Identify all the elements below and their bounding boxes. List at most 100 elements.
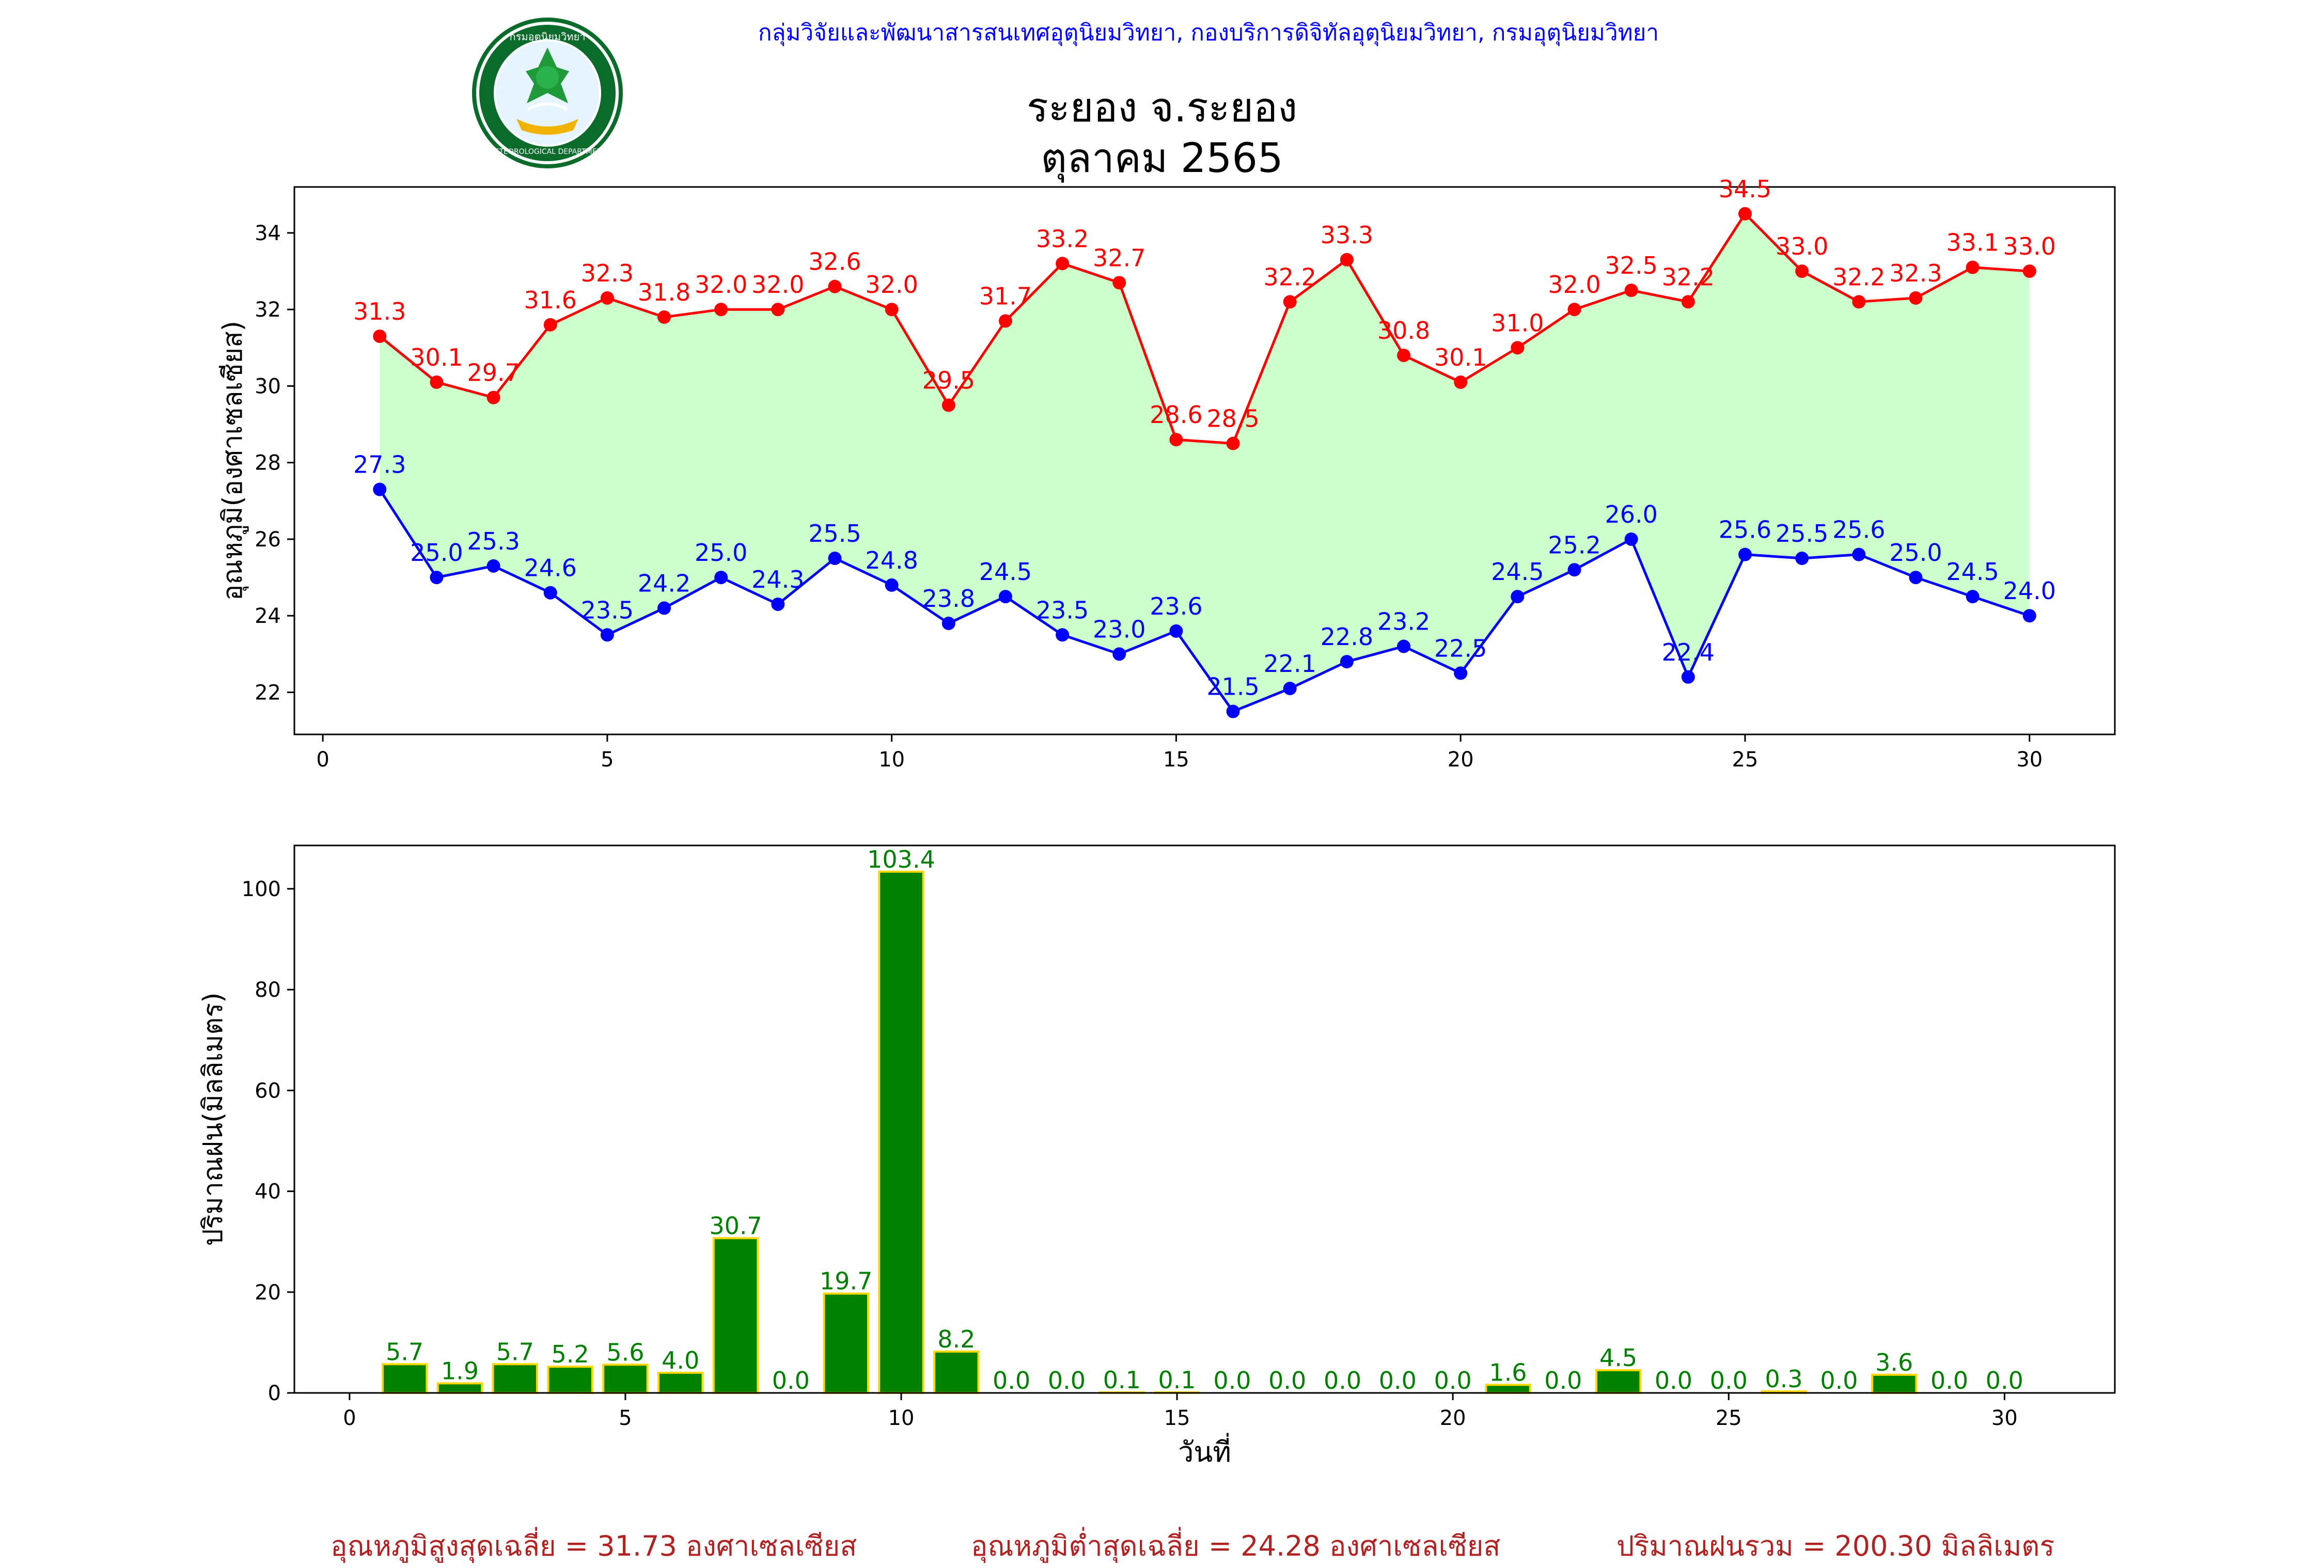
min-temperature-point <box>1169 624 1183 638</box>
max-temperature-label: 32.7 <box>1093 244 1145 272</box>
max-temperature-label: 33.0 <box>2003 232 2056 260</box>
rain-bar-label: 0.0 <box>1710 1367 1748 1394</box>
footer-rain-total: ปริมาณฝนรวม = 200.30 มิลลิเมตร <box>1616 1530 2055 1562</box>
rain-bar-label: 0.1 <box>1103 1366 1141 1394</box>
logo-text-bottom: METEOROLOGICAL DEPARTMENT <box>489 148 607 156</box>
max-temperature-point <box>1852 295 1866 309</box>
rain-y-tick-label: 80 <box>255 978 281 1002</box>
rain-bar-label: 0.3 <box>1765 1365 1803 1393</box>
temperature-range-fill <box>380 213 2030 712</box>
min-temperature-label: 23.6 <box>1150 592 1202 620</box>
temp-x-tick-label: 10 <box>878 748 905 772</box>
rain-y-tick-label: 40 <box>255 1180 281 1204</box>
max-temperature-point <box>1624 284 1638 297</box>
rain-x-tick-label: 15 <box>1164 1406 1190 1430</box>
temp-y-tick-label: 34 <box>255 222 281 245</box>
min-temperature-point <box>1738 547 1752 561</box>
min-temperature-point <box>941 617 955 631</box>
footer-max-average: อุณหภูมิสูงสุดเฉลี่ย = 31.73 องศาเซลเซีย… <box>331 1530 857 1562</box>
min-temperature-label: 25.5 <box>808 520 861 547</box>
max-temperature-label: 34.5 <box>1719 175 1771 203</box>
min-temperature-point <box>1112 647 1126 661</box>
min-temperature-point <box>1681 670 1695 684</box>
rain-bar-label: 1.6 <box>1489 1358 1527 1386</box>
temp-x-tick-label: 15 <box>1163 748 1189 772</box>
max-temperature-label: 32.0 <box>751 271 804 299</box>
max-temperature-point <box>714 303 728 317</box>
rain-bar <box>933 1350 980 1394</box>
rain-x-tick-label: 20 <box>1440 1406 1466 1430</box>
page-title: ระยอง จ.ระยอง ตุลาคม 2565 <box>0 83 2324 184</box>
max-temperature-point <box>885 303 899 317</box>
max-temperature-point <box>1340 253 1354 266</box>
min-temperature-point <box>885 578 899 592</box>
max-temperature-label: 29.7 <box>467 359 520 387</box>
max-temperature-label: 33.0 <box>1776 232 1828 260</box>
max-temperature-point <box>941 398 955 412</box>
rain-bar <box>657 1371 704 1394</box>
min-temperature-label: 24.5 <box>1946 558 1999 586</box>
min-temperature-point <box>828 552 842 566</box>
min-temperature-label: 24.5 <box>1491 558 1544 586</box>
rain-bar <box>381 1363 428 1394</box>
max-temperature-label: 30.8 <box>1377 317 1430 344</box>
min-temperature-label: 22.4 <box>1662 638 1715 666</box>
rain-bar <box>602 1363 649 1394</box>
max-temperature-label: 31.7 <box>979 282 1032 310</box>
max-temperature-label: 31.6 <box>524 286 576 314</box>
rain-bar-label: 5.2 <box>552 1340 589 1368</box>
max-temperature-point <box>1966 260 1980 274</box>
max-temperature-point <box>998 314 1012 328</box>
rain-bar-label: 4.0 <box>662 1346 699 1374</box>
meteorological-department-logo: กรมอุตุนิยมวิทยา METEOROLOGICAL DEPARTME… <box>472 18 623 168</box>
max-temperature-point <box>2022 264 2036 278</box>
min-temperature-label: 27.3 <box>353 451 406 479</box>
rain-y-tick-label: 100 <box>242 877 281 901</box>
rain-bar-label: 5.6 <box>606 1338 644 1366</box>
rain-bar-label: 0.0 <box>1434 1367 1472 1394</box>
max-temperature-point <box>600 291 614 305</box>
max-temperature-label: 30.1 <box>1434 343 1487 371</box>
rain-bar-label: 0.0 <box>1324 1367 1361 1394</box>
min-temperature-label: 24.0 <box>2003 577 2056 605</box>
temp-y-tick-label: 22 <box>255 681 281 704</box>
min-temperature-point <box>486 559 500 573</box>
rain-bar <box>712 1237 759 1394</box>
temp-x-tick-label: 20 <box>1448 748 1474 772</box>
max-temperature-point <box>1283 295 1297 309</box>
min-temperature-point <box>1852 547 1866 561</box>
temp-y-tick-label: 24 <box>255 604 281 628</box>
max-temperature-point <box>1169 433 1183 447</box>
min-temperature-label: 24.2 <box>638 569 690 597</box>
min-temperature-label: 24.8 <box>865 546 918 574</box>
min-temperature-point <box>657 601 671 615</box>
min-temperature-label: 23.5 <box>1036 596 1089 624</box>
min-temperature-point <box>2022 609 2036 623</box>
rain-bar-label: 0.0 <box>772 1367 810 1394</box>
max-temperature-point <box>657 310 671 324</box>
max-temperature-label: 30.1 <box>410 343 463 371</box>
min-temperature-label: 24.5 <box>979 558 1032 586</box>
max-temperature-label: 31.8 <box>638 278 690 306</box>
rain-bar-label: 3.6 <box>1875 1349 1913 1376</box>
rain-bar-label: 0.0 <box>1544 1367 1582 1394</box>
max-temperature-point <box>1795 264 1809 278</box>
max-temperature-point <box>1397 349 1411 363</box>
rain-bar <box>823 1292 869 1394</box>
rain-bar <box>492 1363 539 1394</box>
max-temperature-point <box>486 390 500 404</box>
max-temperature-label: 32.0 <box>865 271 918 299</box>
max-temperature-point <box>1511 341 1525 355</box>
max-temperature-label: 33.3 <box>1321 221 1373 249</box>
rain-plot-frame <box>293 844 2116 1394</box>
min-temperature-point <box>373 482 387 496</box>
max-temperature-point <box>1112 276 1126 290</box>
temp-y-tick-label: 28 <box>255 451 281 475</box>
min-temperature-point <box>1795 552 1809 566</box>
min-temperature-label: 25.6 <box>1832 516 1885 544</box>
rain-y-tick-label: 60 <box>255 1079 281 1103</box>
rain-bar <box>547 1366 593 1394</box>
footer-min-average: อุณหภูมิต่ำสุดเฉลี่ย = 24.28 องศาเซลเซีย… <box>971 1530 1501 1562</box>
min-temperature-point <box>1454 666 1468 680</box>
min-temperature-line <box>379 489 2030 713</box>
